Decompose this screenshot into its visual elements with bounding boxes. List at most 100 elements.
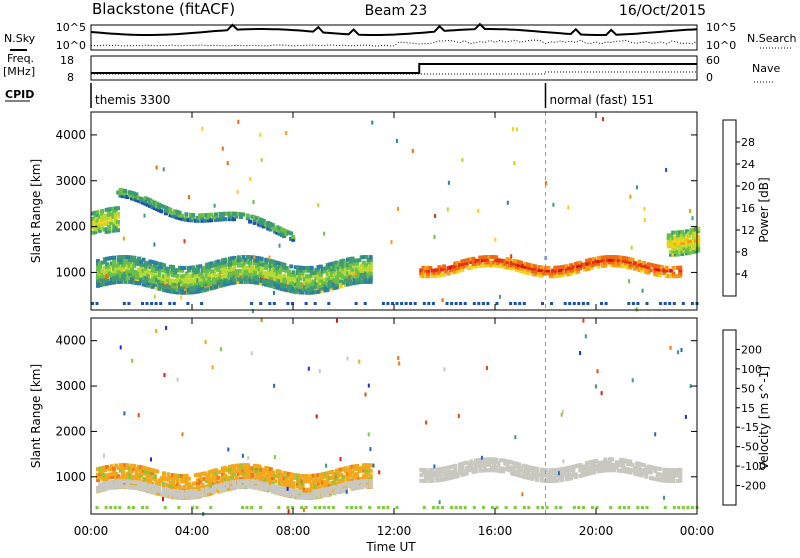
power-cell (125, 271, 130, 276)
power-cell (361, 255, 366, 260)
power-cell (236, 258, 241, 263)
power-cell (173, 287, 178, 292)
velocity-cell (246, 476, 250, 481)
power-cell (139, 273, 144, 278)
power-cell (155, 277, 160, 282)
velocity-cell (596, 461, 601, 466)
velocity-cell (134, 469, 139, 474)
power-cell (571, 265, 576, 270)
velocity-cell (102, 486, 107, 491)
power-cell (198, 275, 203, 280)
velocity-cell (257, 478, 262, 483)
velocity-cell (130, 463, 135, 468)
power-cell (221, 261, 225, 265)
power-cell (296, 265, 300, 270)
power-cell (234, 280, 239, 285)
velocity-cell (626, 467, 630, 472)
velocity-cell (526, 473, 531, 478)
power-cell (311, 279, 316, 284)
power-cell (359, 274, 364, 279)
power-cell (148, 284, 153, 289)
power-cell (175, 268, 180, 273)
power-cell (519, 260, 524, 265)
power-cell (305, 282, 310, 287)
power-cell (346, 263, 350, 268)
power-cell (100, 260, 105, 265)
power-scatter-cell (323, 231, 326, 236)
velocity-cell (603, 463, 608, 467)
power-cell (252, 280, 257, 285)
power-cell (614, 255, 619, 260)
power-scatter-cell (196, 278, 199, 283)
power-cell (676, 265, 680, 270)
power-cell (437, 273, 442, 278)
velocity-cell (232, 485, 237, 490)
velocity-scatter-cell (514, 435, 517, 440)
power-cell (227, 273, 232, 278)
power-cell (113, 211, 118, 216)
velocity-cell (243, 471, 248, 476)
power-cell (111, 225, 116, 230)
velocity-near-range-cell (377, 506, 381, 509)
velocity-cell (639, 468, 644, 472)
power-cell (218, 212, 223, 216)
velocity-cell (241, 463, 246, 468)
power-cell (336, 282, 341, 286)
power-cell (264, 222, 268, 227)
velocity-cell (302, 492, 307, 497)
power-cell (107, 264, 112, 269)
velocity-cell (350, 470, 355, 475)
velocity-cell (218, 469, 223, 474)
power-cell (560, 265, 565, 270)
power-cell (148, 201, 153, 206)
power-cell (225, 211, 230, 216)
power-cell (273, 268, 278, 273)
velocity-cell (205, 486, 210, 491)
power-cell (327, 262, 332, 267)
velocity-cell (143, 471, 148, 476)
velocity-cell (610, 457, 615, 462)
power-cell (264, 263, 269, 268)
velocity-cell (261, 484, 266, 489)
velocity-cell (435, 467, 440, 472)
velocity-cell (637, 472, 642, 477)
power-cell (259, 273, 264, 278)
velocity-cell (121, 479, 125, 484)
velocity-cell (582, 472, 587, 477)
velocity-cell (507, 465, 512, 470)
velocity-cell (164, 490, 169, 495)
power-cell (630, 257, 635, 262)
power-cell (621, 264, 626, 269)
power-cell (120, 194, 125, 198)
power-cell (168, 270, 173, 275)
power-cell (682, 243, 687, 248)
power-cell (460, 265, 465, 270)
power-near-range-cell (313, 302, 317, 305)
velocity-cell (350, 483, 355, 488)
power-cell (421, 265, 426, 270)
power-cell (646, 265, 651, 269)
velocity-cell (332, 485, 337, 490)
velocity-cell (489, 457, 494, 462)
power-cell (464, 258, 469, 263)
velocity-cell (478, 457, 483, 462)
power-cell (687, 248, 692, 253)
power-cell (364, 271, 369, 276)
power-cell (150, 260, 155, 265)
power-cell (205, 279, 210, 284)
velocity-cell (234, 485, 239, 490)
velocity-scatter-cell (358, 359, 361, 364)
velocity-cell (323, 474, 328, 479)
power-cell (107, 270, 112, 275)
power-cell (573, 267, 578, 272)
velocity-cell (248, 468, 253, 473)
power-cell (250, 274, 255, 279)
power-cell (332, 286, 337, 290)
velocity-cell (546, 479, 551, 483)
velocity-cell (164, 493, 169, 498)
velocity-near-range-cell (431, 506, 435, 509)
velocity-cell (148, 486, 153, 491)
power-cell (202, 268, 207, 273)
power-cell (343, 280, 348, 285)
velocity-cell (346, 479, 350, 484)
